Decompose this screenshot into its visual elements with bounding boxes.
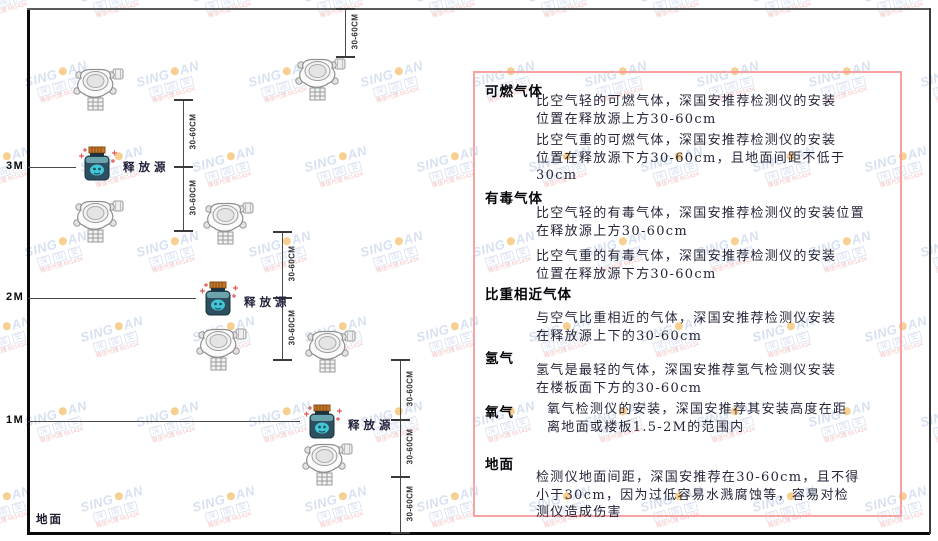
dimension-tick xyxy=(391,476,410,478)
dimension-label: 30-60CM xyxy=(405,370,415,407)
ground-line xyxy=(27,532,930,535)
dimension-line xyxy=(282,232,284,360)
dimension-tick xyxy=(391,359,410,361)
dimension-label: 30-60CM xyxy=(405,485,415,522)
gas-detector-icon xyxy=(295,58,346,101)
dimension-label: 30-60CM xyxy=(188,179,198,216)
dimension-label: 30-60CM xyxy=(287,245,297,282)
ground-label: 地面 xyxy=(36,512,63,526)
dimension-label: 30-60CM xyxy=(350,13,360,50)
paragraph: 与空气比重相近的气体，深国安推荐检测仪安装 在释放源上下的30-60cm xyxy=(536,311,837,344)
release-source-label: 释放源 xyxy=(348,418,395,432)
dimension-line xyxy=(400,360,402,533)
paragraph: 比空气重的有毒气体，深国安推荐检测仪的安装 位置在释放源下方30-60cm xyxy=(536,249,837,282)
gas-detector-icon xyxy=(302,443,353,486)
height-label: 3M xyxy=(6,160,25,172)
dimension-tick xyxy=(273,297,292,299)
dimension-label: 30-60CM xyxy=(287,309,297,346)
dimension-tick xyxy=(336,56,355,58)
dimension-tick xyxy=(174,230,193,232)
paragraph: 比空气重的可燃气体，深国安推荐检测仪的安装 位置在释放源下方30-60cm，且地… xyxy=(536,133,846,183)
paragraph: 氧气检测仪的安装，深国安推荐其安装高度在距 离地面或楼板1.5-2M的范围内 xyxy=(547,402,848,435)
dimension-label: 30-60CM xyxy=(188,113,198,150)
dimension-tick xyxy=(174,99,193,101)
paragraph: 比空气轻的可燃气体，深国安推荐检测仪的安装 位置在释放源上方30-60cm xyxy=(536,94,837,127)
section-heading-oxygen: 氧气 xyxy=(485,405,514,421)
section-heading-ground: 地面 xyxy=(485,457,514,473)
section-heading-flammable: 可燃气体 xyxy=(485,84,543,100)
release-source-label: 释放源 xyxy=(123,160,170,174)
ceiling-line xyxy=(27,8,930,10)
gas-detector-icon xyxy=(73,68,124,111)
release-source-label: 释放源 xyxy=(244,295,291,309)
gas-detector-icon xyxy=(73,200,124,243)
section-heading-similar-density: 比重相近气体 xyxy=(485,287,572,303)
left-wall-line xyxy=(27,8,30,534)
dimension-line xyxy=(345,9,347,57)
dimension-line xyxy=(183,100,185,231)
paragraph: 比空气轻的有毒气体，深国安推荐检测仪的安装位置 在释放源上方30-60cm xyxy=(536,206,865,239)
paragraph: 氢气是最轻的气体，深国安推荐氢气检测仪安装 在楼板面下方的30-60cm xyxy=(536,363,837,396)
dimension-tick xyxy=(391,532,410,534)
release-source-icon xyxy=(79,146,117,181)
release-source-icon xyxy=(200,281,238,316)
section-heading-hydrogen: 氢气 xyxy=(485,351,514,367)
dimension-tick xyxy=(273,359,292,361)
height-line xyxy=(28,420,300,422)
release-source-icon xyxy=(304,404,342,439)
dimension-tick xyxy=(391,419,410,421)
height-line xyxy=(28,166,76,168)
paragraph: 检测仪地面间距，深国安推荐在30-60cm，且不得 小于30cm，因为过低容易水… xyxy=(536,470,860,520)
info-panel: 可燃气体 比空气轻的可燃气体，深国安推荐检测仪的安装 位置在释放源上方30-60… xyxy=(473,71,902,520)
section-heading-toxic: 有毒气体 xyxy=(485,191,543,207)
gas-detector-icon xyxy=(305,330,356,373)
dimension-tick xyxy=(273,231,292,233)
height-line xyxy=(28,297,196,299)
dimension-label: 30-60CM xyxy=(405,428,415,465)
gas-detector-icon xyxy=(196,328,247,371)
dimension-tick xyxy=(336,8,355,10)
gas-detector-icon xyxy=(203,202,254,245)
height-label: 1M xyxy=(6,414,25,426)
height-label: 2M xyxy=(6,291,25,303)
dimension-tick xyxy=(174,166,193,168)
right-frame-line xyxy=(929,8,931,534)
